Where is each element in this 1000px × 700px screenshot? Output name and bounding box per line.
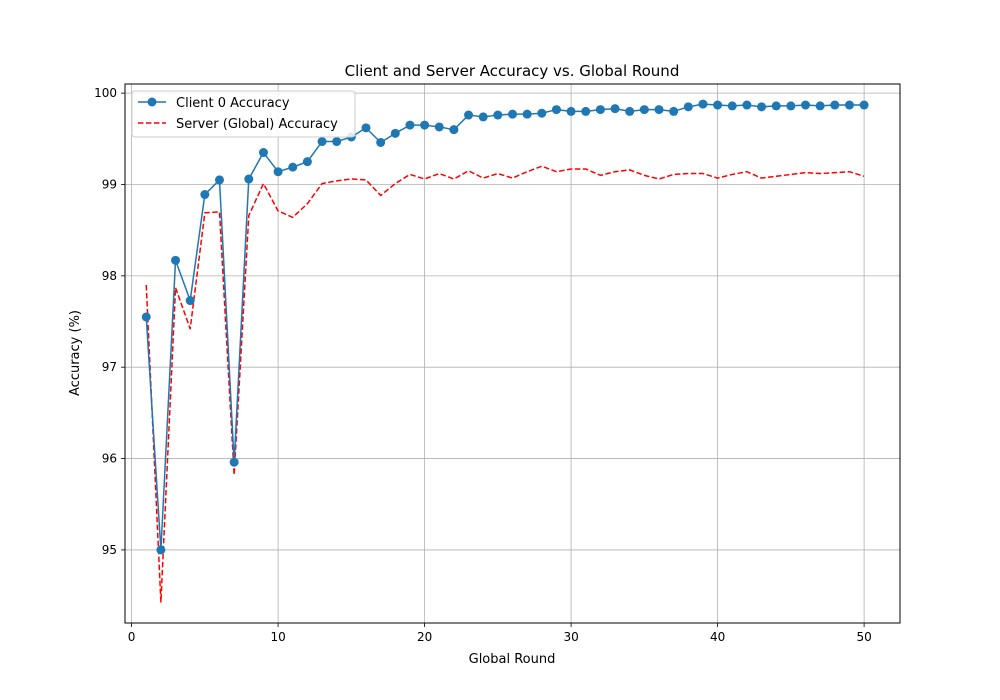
client-accuracy-point [566,106,576,116]
client-accuracy-point [801,100,811,110]
client-accuracy-point [420,120,430,130]
client-accuracy-point [727,101,737,111]
legend-client-label: Client 0 Accuracy [176,96,290,111]
y-tick-label: 98 [102,269,117,283]
server-accuracy-line [145,165,865,603]
legend: Client 0 Accuracy Server (Global) Accura… [131,90,356,138]
x-tick-label: 30 [563,630,578,644]
grid-lines [125,84,900,623]
y-tick-label: 99 [102,177,117,191]
legend-server-label: Server (Global) Accuracy [176,117,338,132]
client-accuracy-point [288,162,298,172]
client-accuracy-point [434,122,444,132]
client-accuracy-point [229,457,239,467]
y-tick-label: 95 [102,543,117,557]
client-accuracy-point [683,102,693,112]
client-accuracy-point [610,104,620,114]
y-axis-label: Accuracy (%) [68,310,83,396]
x-tick-label: 20 [417,630,432,644]
client-accuracy-point [771,101,781,111]
client-accuracy-point [478,112,488,122]
client-accuracy-point [654,105,664,115]
y-tick-label: 96 [102,452,117,466]
x-tick-label: 40 [710,630,725,644]
plot-area-frame [124,83,901,624]
client-accuracy-point [332,137,342,147]
client-accuracy-point [185,296,195,306]
client-accuracy-point [214,175,224,185]
client-accuracy-point [757,102,767,112]
client-accuracy-point [449,125,459,135]
client-accuracy-point [464,110,474,120]
y-tick-label: 100 [94,86,117,100]
client-accuracy-point [317,137,327,147]
legend-client-marker-swatch [147,97,157,107]
client-accuracy-point [156,545,166,555]
client-accuracy-point [141,312,151,322]
client-accuracy-point [493,110,503,120]
client-accuracy-point [830,100,840,110]
client-accuracy-point [258,148,268,158]
client-accuracy-point [713,100,723,110]
client-accuracy-point [273,167,283,177]
client-accuracy-point [595,105,605,115]
client-accuracy-point [200,190,210,200]
client-accuracy-point [625,106,635,116]
x-tick-label: 10 [270,630,285,644]
x-tick-label: 0 [128,630,136,644]
client-accuracy-point [581,106,591,116]
x-tick-label: 50 [856,630,871,644]
client-accuracy-point [508,109,517,119]
x-axis-label: Global Round [469,652,556,667]
client-accuracy-point [171,255,181,265]
client-accuracy-point [361,123,371,133]
client-accuracy-point [405,120,415,130]
client-accuracy-point [698,99,708,109]
y-axis-ticks: 95 96 97 98 99 100 [94,86,125,557]
client-accuracy-point [639,105,649,115]
legend-box [131,90,356,138]
client-accuracy-point [537,108,547,118]
client-accuracy-point [390,128,400,138]
client-accuracy-point [742,100,752,110]
client-accuracy-point [302,157,312,167]
client-accuracy-point [522,109,532,119]
client-accuracy-point [376,137,386,147]
data-series [141,99,869,603]
y-tick-label: 97 [102,360,117,374]
client-accuracy-point [786,101,796,111]
client-accuracy-point [244,174,254,184]
x-axis-ticks: 0 10 20 30 40 50 [128,623,872,644]
chart-title: Client and Server Accuracy vs. Global Ro… [345,62,680,80]
client-accuracy-point [844,100,854,110]
client-accuracy-point [669,106,679,116]
client-accuracy-point [859,100,869,110]
client-accuracy-point [551,105,561,115]
client-accuracy-point [815,101,825,111]
